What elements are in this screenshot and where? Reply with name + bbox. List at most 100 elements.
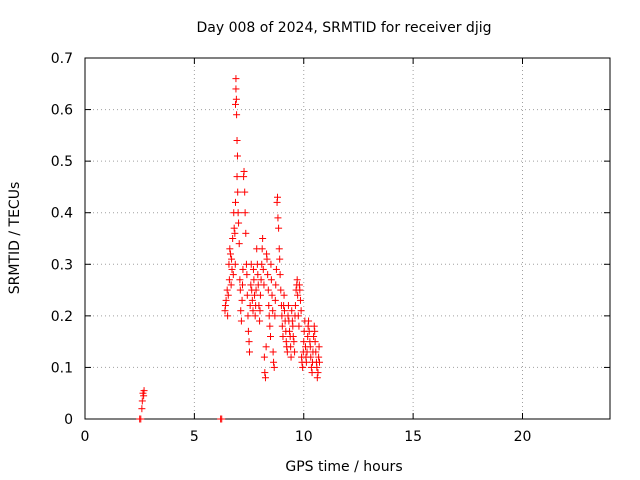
data-point bbox=[236, 276, 244, 284]
y-tick-label: 0.7 bbox=[51, 51, 73, 67]
data-point bbox=[260, 353, 268, 361]
data-point bbox=[138, 405, 146, 413]
y-tick-label: 0.4 bbox=[51, 206, 73, 222]
data-point bbox=[307, 353, 315, 361]
data-point bbox=[284, 312, 292, 320]
data-point bbox=[245, 338, 253, 346]
data-point bbox=[257, 276, 265, 284]
y-tick-label: 0 bbox=[64, 412, 73, 428]
data-point bbox=[251, 312, 259, 320]
data-point bbox=[311, 327, 319, 335]
x-tick-label: 0 bbox=[81, 429, 90, 445]
data-point bbox=[233, 173, 241, 181]
data-point bbox=[267, 332, 274, 340]
data-point bbox=[236, 286, 244, 294]
data-point bbox=[241, 188, 249, 196]
data-point bbox=[287, 343, 295, 351]
data-point bbox=[264, 271, 272, 279]
data-point bbox=[225, 260, 233, 268]
data-point bbox=[313, 374, 321, 382]
data-point bbox=[228, 255, 236, 263]
data-point bbox=[294, 312, 302, 320]
data-point bbox=[233, 111, 241, 119]
data-point bbox=[226, 245, 234, 253]
data-point bbox=[241, 209, 249, 217]
data-point bbox=[302, 358, 310, 366]
data-point bbox=[316, 358, 323, 366]
data-point bbox=[230, 224, 238, 232]
data-point bbox=[251, 291, 259, 299]
data-point bbox=[223, 286, 231, 294]
data-point bbox=[235, 240, 243, 248]
data-point bbox=[243, 291, 251, 299]
data-point bbox=[247, 260, 255, 268]
data-point bbox=[308, 369, 316, 377]
data-point bbox=[310, 332, 318, 340]
y-tick-label: 0.6 bbox=[51, 103, 73, 119]
axis-ticks bbox=[84, 57, 610, 420]
y-tick-label: 0.2 bbox=[51, 309, 73, 325]
data-point bbox=[137, 415, 145, 423]
data-point bbox=[271, 296, 279, 304]
data-point bbox=[294, 291, 302, 299]
data-point bbox=[224, 312, 232, 320]
y-tick-label: 0.3 bbox=[51, 257, 73, 273]
data-point bbox=[238, 296, 246, 304]
data-point bbox=[289, 322, 297, 330]
data-point bbox=[233, 152, 241, 160]
data-point bbox=[224, 291, 232, 299]
data-point bbox=[260, 281, 268, 289]
data-point bbox=[267, 260, 275, 268]
data-point bbox=[222, 296, 230, 304]
data-point bbox=[256, 291, 264, 299]
data-point bbox=[305, 317, 313, 325]
data-point bbox=[231, 260, 239, 268]
data-point bbox=[280, 291, 288, 299]
data-point bbox=[288, 307, 296, 315]
data-point bbox=[291, 348, 299, 356]
data-point bbox=[272, 281, 280, 289]
data-point bbox=[265, 302, 273, 310]
data-point bbox=[226, 250, 234, 258]
data-point bbox=[275, 224, 283, 232]
data-point bbox=[258, 260, 266, 268]
data-point bbox=[239, 281, 246, 289]
data-point bbox=[262, 343, 270, 351]
data-point bbox=[300, 338, 308, 346]
x-axis-title: GPS time / hours bbox=[285, 459, 402, 475]
x-tick-label: 10 bbox=[295, 429, 313, 445]
data-point bbox=[296, 296, 304, 304]
data-point bbox=[237, 317, 245, 325]
data-point bbox=[296, 286, 304, 294]
data-point bbox=[259, 265, 267, 273]
data-point bbox=[306, 343, 314, 351]
x-tick-label: 20 bbox=[514, 429, 532, 445]
data-point bbox=[239, 265, 247, 273]
data-point bbox=[270, 363, 278, 371]
data-point bbox=[311, 338, 319, 346]
data-point bbox=[261, 374, 269, 382]
data-point bbox=[270, 358, 278, 366]
data-point bbox=[237, 307, 245, 315]
data-point bbox=[279, 332, 287, 340]
data-point bbox=[227, 281, 235, 289]
data-point bbox=[304, 332, 312, 340]
data-point bbox=[252, 286, 260, 294]
data-point bbox=[255, 302, 263, 310]
x-tick-label: 5 bbox=[190, 429, 199, 445]
data-point bbox=[276, 271, 284, 279]
data-points bbox=[136, 75, 323, 423]
data-point bbox=[218, 415, 226, 423]
data-point bbox=[243, 271, 251, 279]
data-point bbox=[232, 198, 239, 206]
data-point bbox=[286, 327, 294, 335]
data-point bbox=[284, 302, 292, 310]
data-point bbox=[244, 327, 252, 335]
data-point bbox=[235, 219, 243, 227]
data-point bbox=[232, 75, 240, 83]
data-point bbox=[295, 322, 303, 330]
y-axis-title: SRMTID / TECUs bbox=[7, 182, 23, 295]
data-point bbox=[261, 369, 269, 377]
data-point bbox=[240, 167, 248, 175]
